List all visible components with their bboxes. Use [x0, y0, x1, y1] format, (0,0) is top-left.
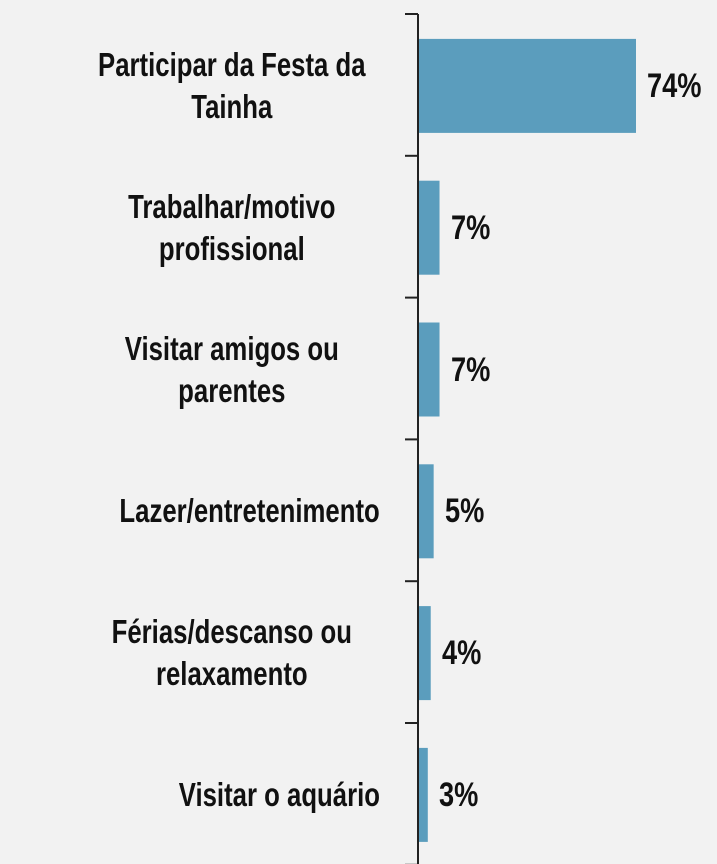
value-label-text: 3%: [438, 775, 479, 814]
value-label: 5%: [445, 491, 484, 531]
value-label-text: 5%: [444, 492, 484, 531]
bar: [419, 747, 428, 842]
value-label-text: 74%: [647, 66, 702, 105]
value-label: 7%: [451, 208, 490, 248]
value-label: 74%: [647, 66, 701, 106]
value-label: 3%: [439, 775, 478, 815]
category-label: Visitar amigos ou parentes: [84, 328, 380, 412]
category-label-text: Participar da Festa da Tainha: [98, 45, 366, 125]
category-label: Visitar o aquário: [179, 774, 380, 816]
bar: [419, 38, 636, 133]
value-label-text: 7%: [450, 208, 490, 247]
value-label-text: 7%: [450, 350, 490, 389]
category-label: Lazer/entretenimento: [120, 490, 380, 532]
category-label-text: Férias/descanso ou relaxamento: [111, 613, 352, 693]
bar: [419, 606, 431, 701]
bar: [419, 180, 440, 275]
category-label: Trabalhar/motivo profissional: [84, 186, 380, 270]
bar: [419, 464, 434, 559]
category-label-text: Visitar o aquário: [178, 775, 380, 813]
value-label-text: 4%: [441, 634, 482, 673]
category-label: Participar da Festa da Tainha: [84, 44, 380, 128]
category-label-text: Lazer/entretenimento: [119, 492, 380, 530]
category-label-text: Visitar amigos ou parentes: [124, 329, 339, 409]
value-label: 7%: [451, 350, 490, 390]
category-label-text: Trabalhar/motivo profissional: [128, 187, 336, 267]
category-label: Férias/descanso ou relaxamento: [84, 611, 380, 695]
bar: [419, 322, 440, 417]
value-label: 4%: [442, 633, 481, 673]
